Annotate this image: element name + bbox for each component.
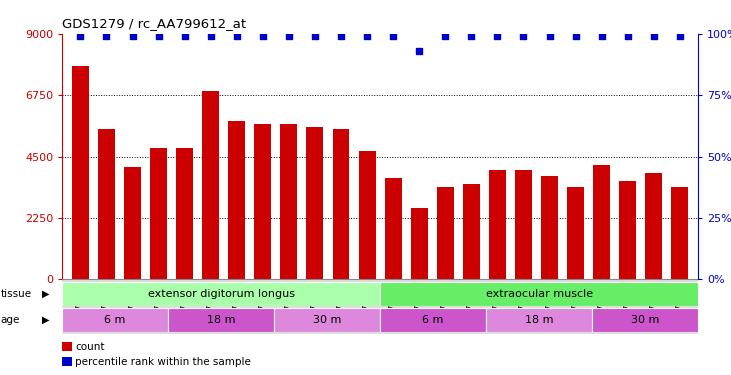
Point (648, 33, 659, 39)
Point (674, 33, 686, 39)
Point (153, 33, 164, 39)
Text: 6 m: 6 m (423, 315, 444, 325)
Point (569, 33, 581, 39)
Bar (592, 308, 698, 332)
Text: ▶: ▶ (42, 289, 50, 299)
Text: extraocular muscle: extraocular muscle (485, 289, 593, 299)
Bar (228, 121, 245, 279)
Bar (359, 151, 376, 279)
Bar (541, 176, 558, 279)
Point (387, 33, 399, 39)
Bar (567, 187, 584, 279)
Bar (489, 170, 506, 279)
Bar (385, 178, 401, 279)
Text: 30 m: 30 m (313, 315, 341, 325)
Bar (380, 308, 486, 332)
Text: GDS1279 / rc_AA799612_at: GDS1279 / rc_AA799612_at (62, 17, 246, 30)
Bar (515, 170, 532, 279)
Point (622, 33, 634, 39)
Text: 6 m: 6 m (105, 315, 126, 325)
Bar (411, 209, 428, 279)
Text: 18 m: 18 m (207, 315, 235, 325)
Bar (486, 308, 592, 332)
Point (518, 33, 529, 39)
Bar (619, 181, 636, 279)
Bar (62, 282, 380, 306)
Bar (274, 308, 380, 332)
Point (361, 33, 373, 39)
Point (413, 48, 425, 54)
Bar (168, 308, 274, 332)
Point (283, 33, 295, 39)
Bar (333, 129, 349, 279)
Bar (98, 129, 115, 279)
Bar (645, 173, 662, 279)
Bar (281, 124, 298, 279)
Point (466, 33, 477, 39)
Text: percentile rank within the sample: percentile rank within the sample (75, 357, 251, 367)
Bar (62, 308, 168, 332)
Bar (202, 91, 219, 279)
Point (491, 33, 503, 39)
Point (439, 33, 451, 39)
Bar (593, 165, 610, 279)
Point (179, 33, 191, 39)
Bar (124, 168, 141, 279)
Text: count: count (75, 342, 105, 352)
Bar (306, 126, 323, 279)
Point (309, 33, 321, 39)
Point (544, 33, 556, 39)
Text: ▶: ▶ (42, 315, 50, 325)
Bar (437, 187, 454, 279)
Point (126, 33, 138, 39)
Text: 30 m: 30 m (631, 315, 659, 325)
Bar (671, 187, 689, 279)
Bar (72, 66, 89, 279)
Text: tissue: tissue (1, 289, 32, 299)
Point (257, 33, 269, 39)
Point (101, 33, 113, 39)
Bar (150, 148, 167, 279)
Point (75, 33, 86, 39)
Text: age: age (1, 315, 20, 325)
Point (205, 33, 216, 39)
Point (336, 33, 347, 39)
Text: 18 m: 18 m (525, 315, 553, 325)
Bar (463, 184, 480, 279)
Bar (176, 148, 193, 279)
Bar (254, 124, 271, 279)
Bar (380, 282, 698, 306)
Point (231, 33, 243, 39)
Text: extensor digitorum longus: extensor digitorum longus (148, 289, 295, 299)
Point (596, 33, 607, 39)
